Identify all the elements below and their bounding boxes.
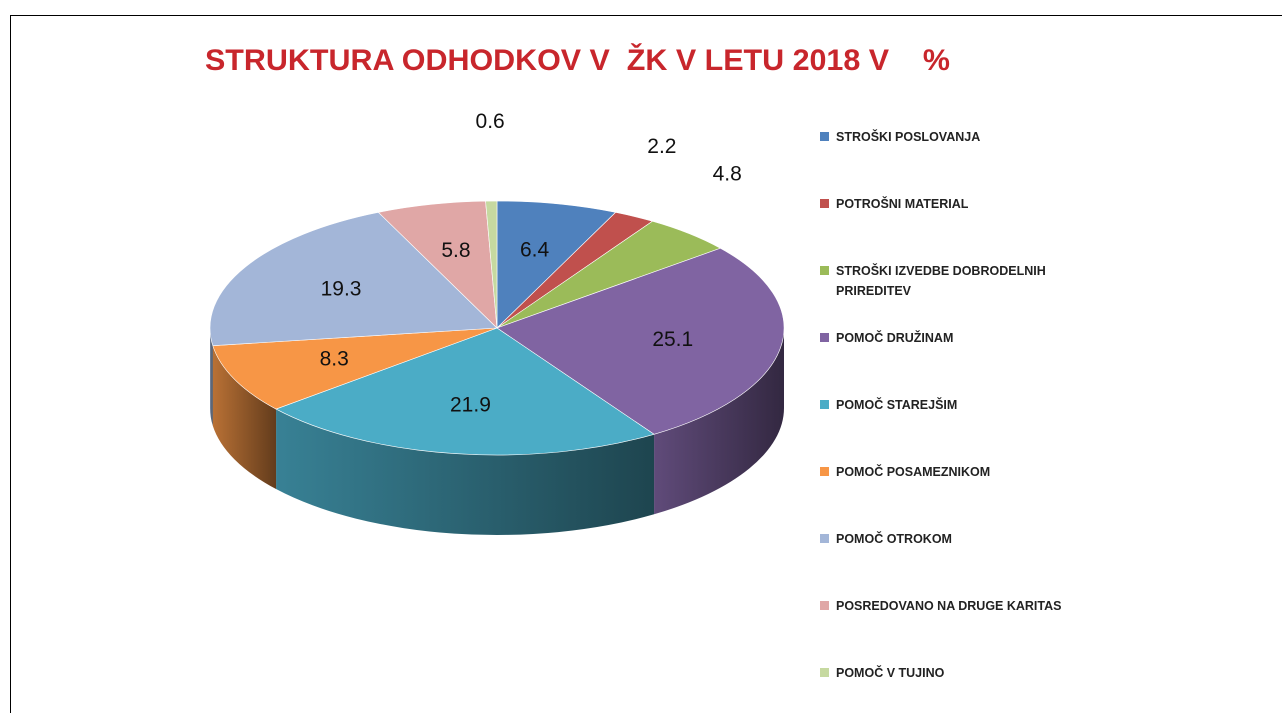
legend-swatch: [820, 400, 829, 409]
legend-item: POSREDOVANO NA DRUGE KARITAS: [820, 596, 1096, 616]
legend-label: POMOČ V TUJINO: [836, 666, 945, 680]
legend-item: STROŠKI POSLOVANJA: [820, 127, 1096, 147]
value-label: 5.8: [441, 239, 470, 262]
value-label: 2.2: [647, 135, 676, 158]
legend-swatch: [820, 668, 829, 677]
legend-swatch: [820, 534, 829, 543]
legend-item: POMOČ OTROKOM: [820, 529, 1096, 549]
value-label: 21.9: [450, 393, 491, 416]
slice-side: [654, 328, 784, 515]
chart-title: STRUKTURA ODHODKOV V ŽK V LETU 2018 V %: [205, 43, 950, 77]
legend-label: POTROŠNI MATERIAL: [836, 197, 969, 211]
slice: [209, 212, 498, 347]
legend-swatch: [820, 199, 829, 208]
slice: [496, 247, 785, 435]
legend-item: POMOČ POSAMEZNIKOM: [820, 462, 1096, 482]
legend-item: STROŠKI IZVEDBE DOBRODELNIH PRIREDITEV: [820, 261, 1096, 301]
legend-label: STROŠKI IZVEDBE DOBRODELNIH PRIREDITEV: [836, 264, 1046, 298]
value-label: 4.8: [713, 163, 742, 186]
value-label: 8.3: [320, 347, 349, 370]
slice-side: [276, 409, 655, 535]
value-label: 25.1: [652, 328, 693, 351]
legend-swatch: [820, 601, 829, 610]
legend-swatch: [820, 333, 829, 342]
value-label: 6.4: [520, 239, 550, 262]
legend-swatch: [820, 132, 829, 141]
legend-label: POSREDOVANO NA DRUGE KARITAS: [836, 599, 1062, 613]
slice: [275, 327, 655, 456]
slice: [212, 327, 498, 410]
slice-side: [212, 345, 277, 490]
legend-item: POMOČ V TUJINO: [820, 663, 1096, 683]
legend-item: POMOČ STAREJŠIM: [820, 395, 1096, 415]
slice-side: [210, 328, 213, 426]
legend-label: STROŠKI POSLOVANJA: [836, 130, 981, 144]
legend-item: POTROŠNI MATERIAL: [820, 194, 1096, 214]
legend-label: POMOČ DRUŽINAM: [836, 331, 954, 345]
slice: [496, 200, 617, 329]
value-label: 0.6: [476, 110, 505, 133]
frame: [10, 15, 1282, 713]
value-label: 19.3: [321, 278, 362, 301]
legend-label: POMOČ STAREJŠIM: [836, 398, 958, 412]
slice: [485, 200, 498, 329]
legend-swatch: [820, 467, 829, 476]
legend-item: POMOČ DRUŽINAM: [820, 328, 1096, 348]
legend-label: POMOČ OTROKOM: [836, 532, 952, 546]
legend-swatch: [820, 266, 829, 275]
legend-label: POMOČ POSAMEZNIKOM: [836, 465, 991, 479]
